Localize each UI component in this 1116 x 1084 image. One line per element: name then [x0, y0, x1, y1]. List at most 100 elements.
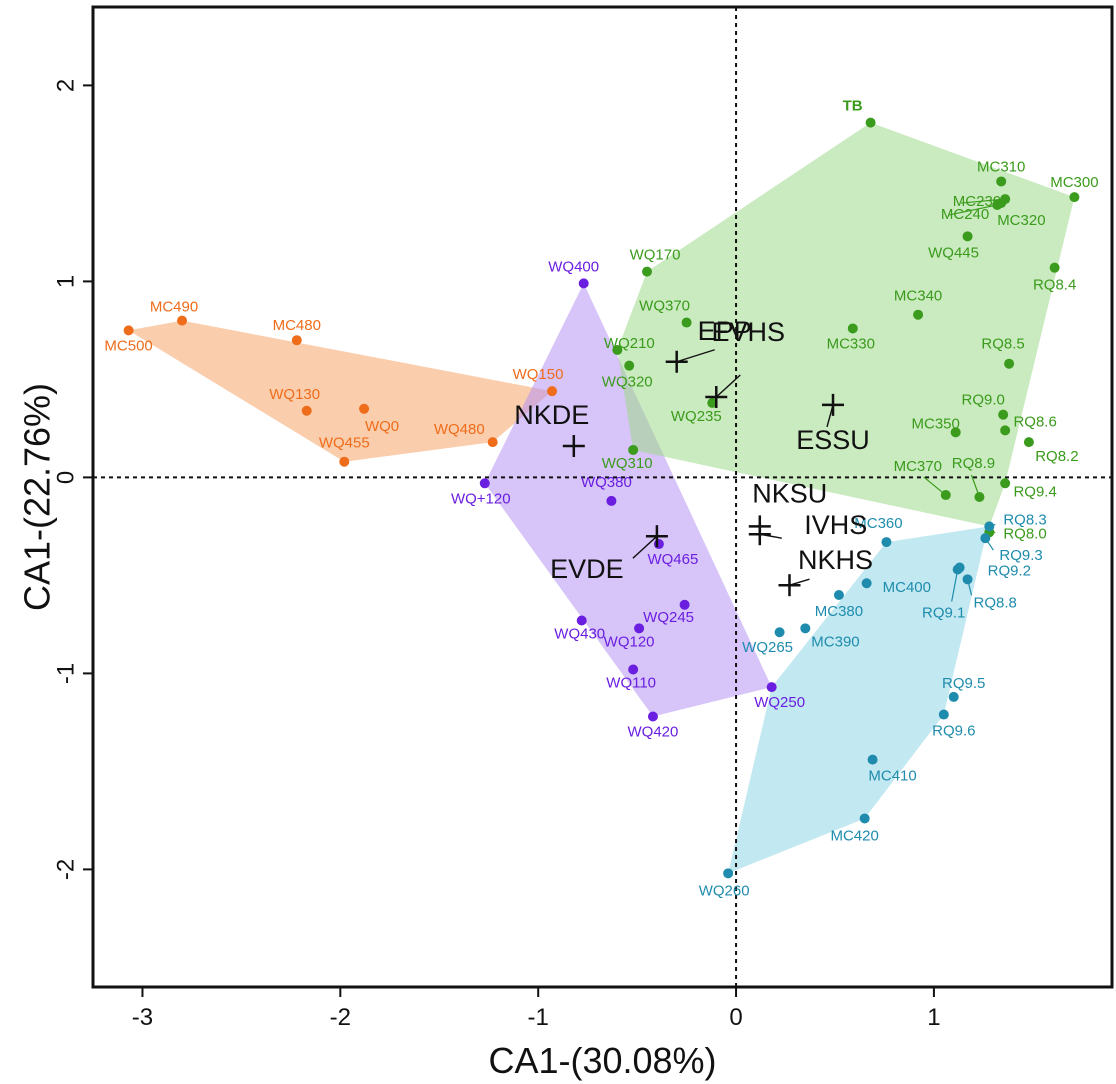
point-label: WQ400: [548, 258, 599, 275]
point-label: MC330: [827, 335, 875, 352]
point-label: WQ445: [928, 244, 979, 261]
data-point-rq8-6: [1000, 425, 1011, 436]
centroid-evde: [645, 525, 668, 548]
data-point-mc390: [800, 623, 811, 634]
data-point-rq8-5: [1004, 358, 1015, 369]
reference-lines: [93, 7, 1112, 987]
point-label: WQ235: [671, 408, 722, 425]
point-label: MC300: [1050, 174, 1098, 191]
point-label: MC500: [104, 337, 152, 354]
data-point-mc410: [867, 754, 878, 765]
point-label: RQ9.6: [932, 723, 975, 740]
data-point-mc360: [881, 537, 892, 548]
data-point-rq8-8: [962, 574, 973, 585]
centroid-epp: [665, 350, 688, 373]
point-label: MC310: [977, 158, 1025, 175]
point-label: TB: [843, 98, 863, 115]
x-tick-label: -2: [330, 1004, 351, 1031]
data-point-mc370: [940, 490, 951, 501]
point-label: MC410: [868, 768, 916, 785]
centroid-leader: [632, 535, 658, 559]
data-point-wq445: [962, 231, 973, 242]
point-label: WQ110: [606, 674, 656, 691]
point-label: WQ310: [602, 455, 653, 472]
point-label: MC390: [811, 633, 859, 650]
point-label: RQ9.3: [999, 547, 1042, 564]
data-point-wq380: [606, 495, 617, 506]
point-label: RQ8.9: [952, 455, 995, 472]
group-hulls: [128, 122, 1075, 874]
x-tick-label: -3: [132, 1004, 153, 1031]
point-label: WQ250: [754, 694, 805, 711]
axes: -3 -2 -1 0 1 -2 -1 0 1 2: [52, 5, 1114, 1031]
data-point-mc320: [996, 198, 1007, 208]
point-label: WQ420: [628, 724, 679, 741]
point-label: MC380: [815, 603, 863, 620]
centroid-label: EVHS: [712, 317, 786, 347]
data-point-mc330: [847, 323, 858, 334]
point-label: MC480: [273, 317, 321, 334]
group-hull-1: [128, 320, 553, 462]
data-point-wq245: [679, 599, 690, 610]
data-point-tb: [865, 117, 876, 128]
point-label: RQ9.1: [922, 605, 965, 622]
point-label: WQ320: [602, 374, 653, 391]
centroid-label: IVHS: [804, 510, 867, 540]
data-point-rq9-5: [948, 691, 959, 702]
data-point-rq9-1: [952, 564, 963, 575]
point-label: WQ150: [513, 366, 564, 383]
point-label: RQ8.3: [1003, 511, 1046, 528]
point-label: MC350: [912, 415, 960, 432]
point-label: WQ455: [319, 435, 370, 452]
centroid-nkde: [562, 435, 585, 458]
data-point-wq110: [628, 664, 639, 675]
centroid-label: EPP: [698, 316, 752, 346]
data-point-rq9-4: [1000, 478, 1011, 489]
centroid-essu: [822, 393, 845, 416]
point-label: WQ210: [604, 335, 655, 352]
centroid-label: NKDE: [514, 400, 589, 430]
data-point-wq480: [487, 437, 498, 448]
data-point-wq250: [766, 682, 777, 693]
point-label: RQ8.2: [1035, 448, 1078, 465]
data-point-wq0: [359, 403, 370, 414]
data-point-rq8-4: [1049, 262, 1060, 273]
group-hull-4: [728, 526, 990, 874]
centroid-nkhs: [778, 574, 801, 597]
data-point-wq265: [774, 627, 785, 638]
point-label: MC420: [830, 827, 878, 844]
data-point-wq320: [624, 360, 635, 371]
data-point-wq455: [339, 456, 350, 467]
point-label: RQ9.0: [961, 392, 1004, 409]
point-label: WQ265: [742, 639, 793, 656]
data-point-rq8-9: [974, 492, 985, 502]
data-point-wq120: [634, 623, 645, 634]
data-point-mc340: [913, 309, 924, 320]
plot-frame: [91, 5, 1114, 989]
y-tick-label: -1: [52, 663, 79, 684]
point-label: MC360: [854, 515, 902, 532]
centroid-ivhs: [748, 523, 771, 546]
x-tick-label: -1: [528, 1004, 549, 1031]
data-point-rq9-3: [980, 533, 991, 544]
centroid-leader: [676, 349, 715, 363]
leader-line: [949, 204, 998, 216]
data-point-wq170: [642, 266, 653, 277]
data-point-mc350: [950, 427, 961, 438]
y-axis-title: CA1-(22.76%): [17, 383, 58, 611]
data-point-wq400: [578, 278, 589, 289]
x-tick-label: 1: [927, 1004, 940, 1031]
data-point-wq420: [647, 711, 658, 722]
data-point-wq430: [576, 615, 587, 626]
point-label: RQ9.2: [988, 563, 1031, 580]
point-label: MC490: [150, 299, 198, 316]
centroid-evhs: [705, 386, 728, 409]
centroid-label: EVDE: [550, 554, 624, 584]
data-point-rq9-0: [998, 409, 1009, 420]
leader-line: [951, 569, 959, 602]
point-label: MC240: [941, 206, 989, 223]
data-point-rq8-3: [984, 521, 995, 532]
y-tick-label: 1: [52, 275, 79, 288]
